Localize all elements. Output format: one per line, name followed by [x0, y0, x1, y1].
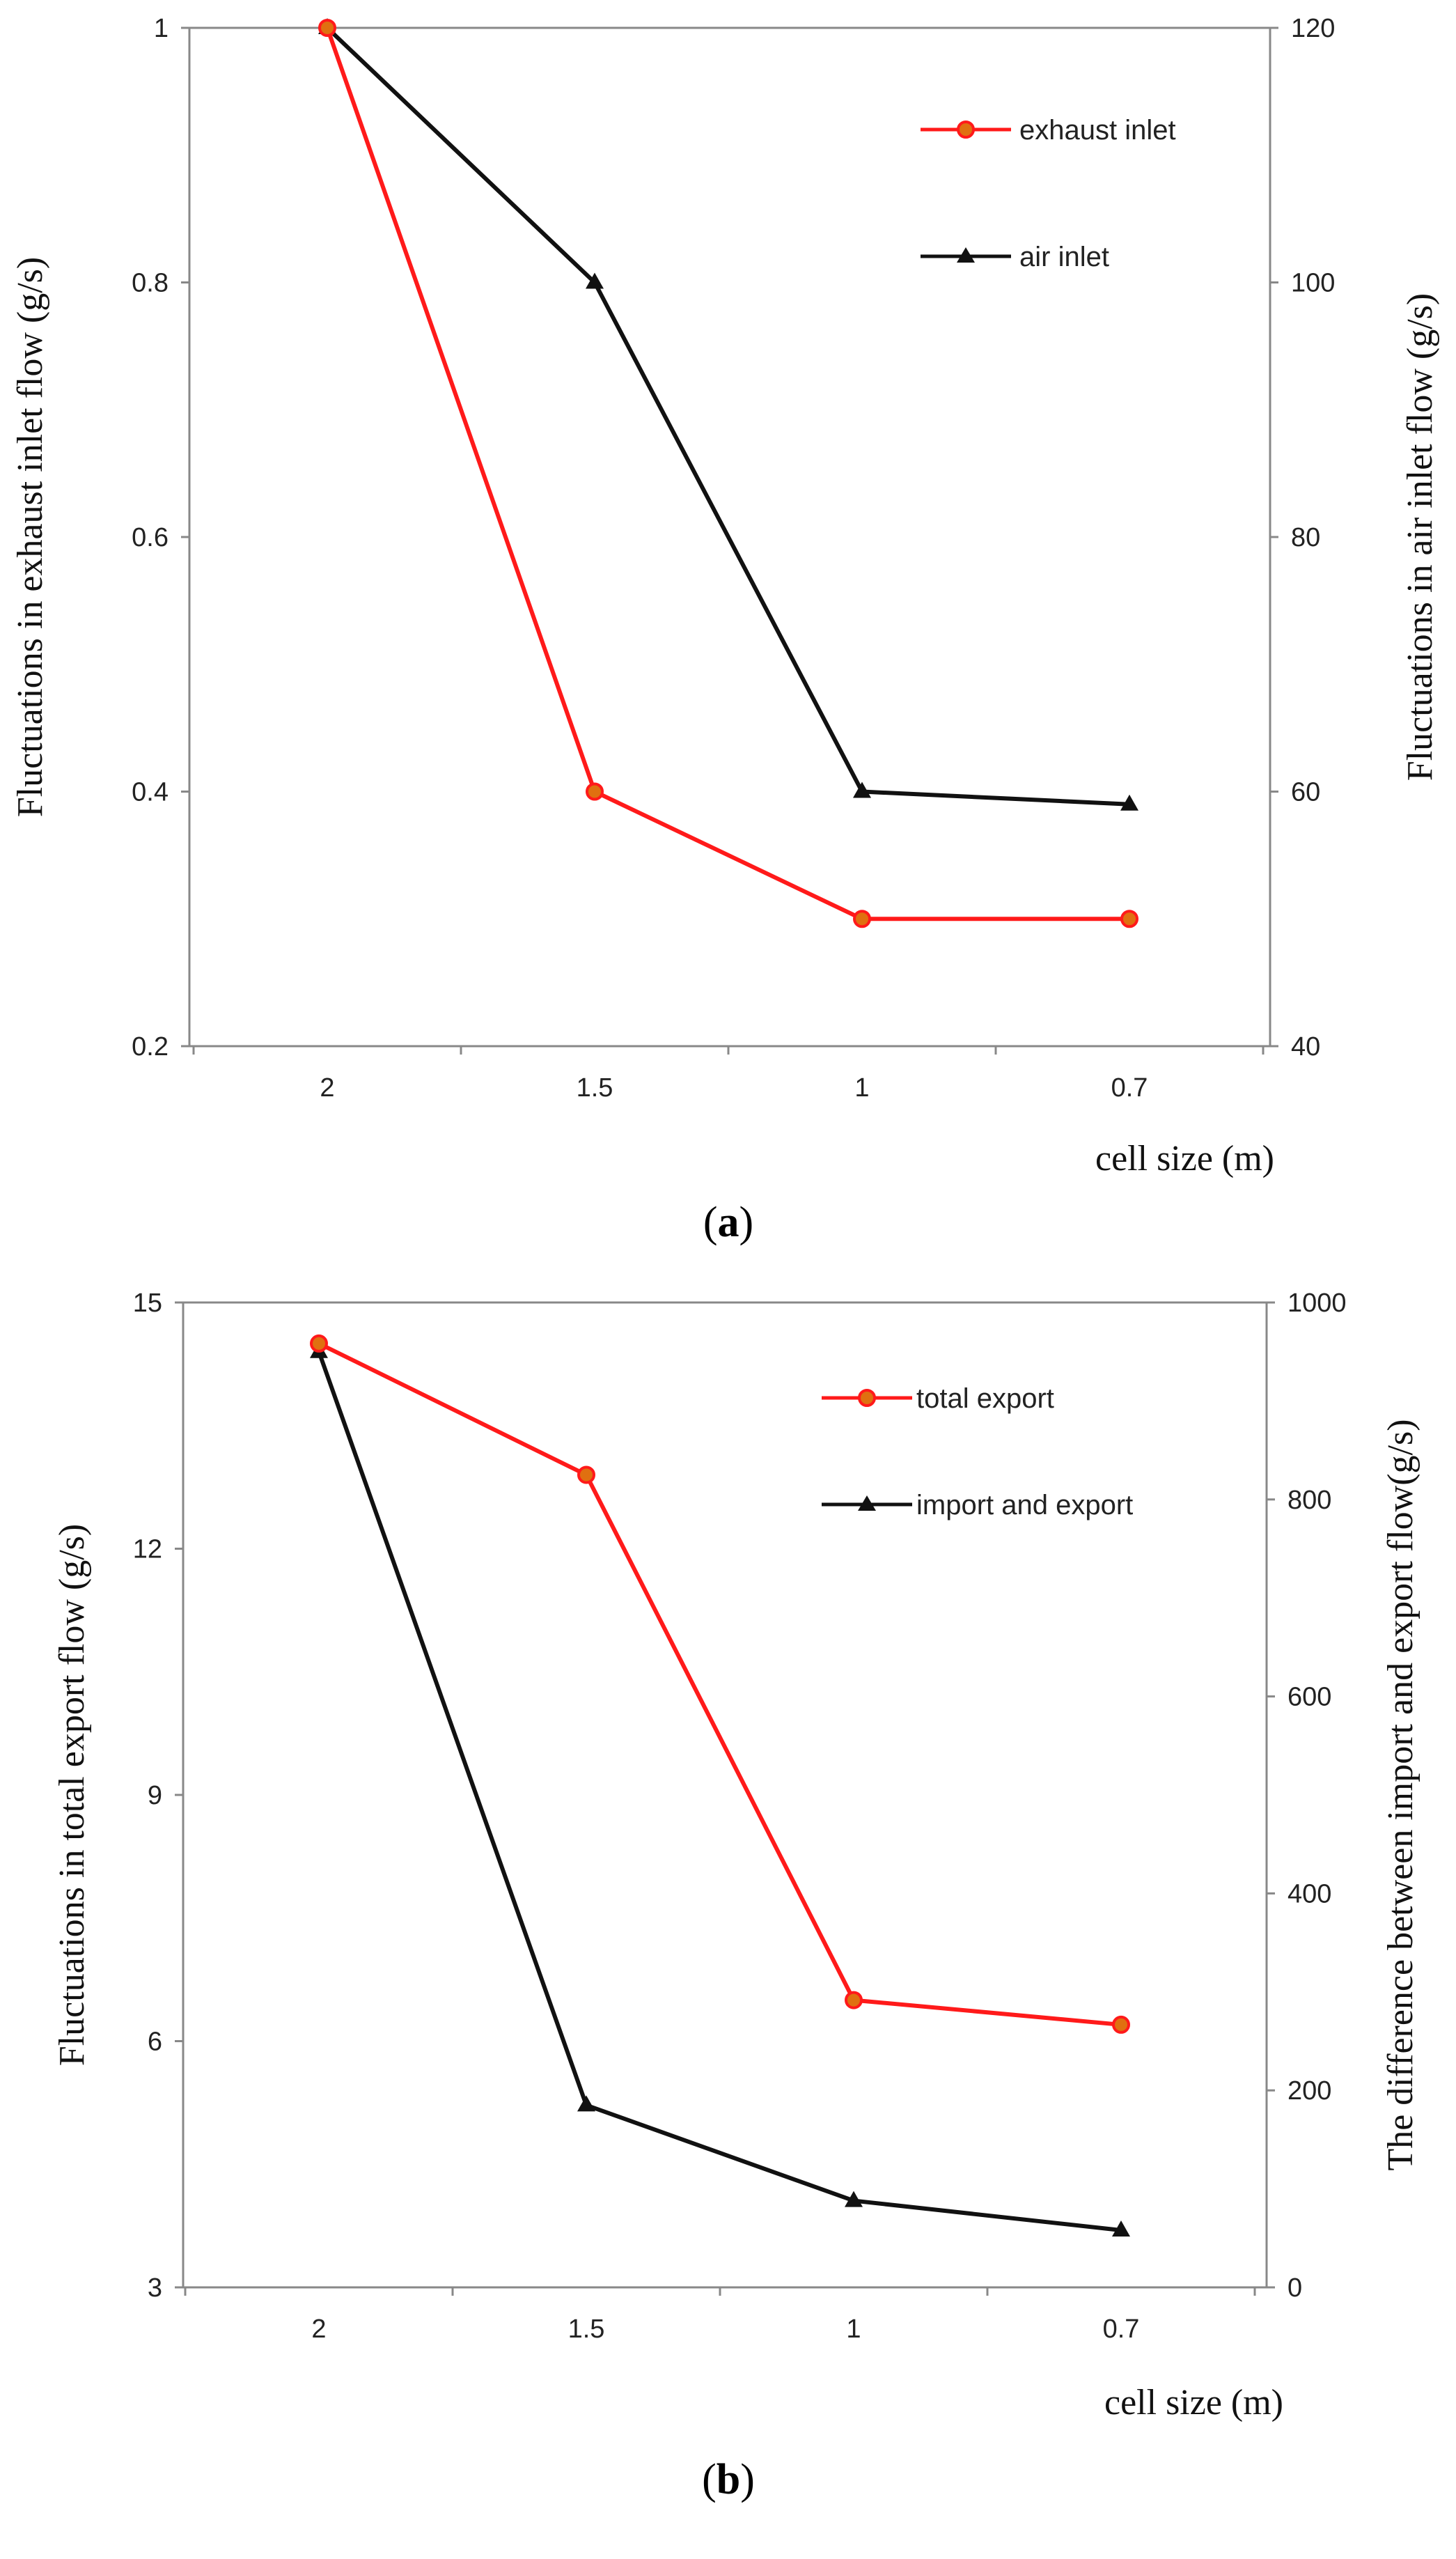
- legend: total export import and export: [822, 1383, 1133, 1520]
- data-point-total-export-3: [1112, 2015, 1130, 2034]
- x-tick-label: 0.7: [1103, 2315, 1140, 2344]
- right-tick-label: 600: [1287, 1683, 1331, 1712]
- legend-marker-total-export: [858, 1389, 876, 1407]
- series-line-total-export: [318, 1341, 1122, 2027]
- left-tick-label: 0.4: [132, 778, 169, 807]
- legend-label-exhaust-inlet: exhaust inlet: [1019, 115, 1176, 146]
- panel-label-b: (b): [702, 2456, 755, 2503]
- left-tick-label: 12: [133, 1535, 162, 1564]
- chart-panel-a: 0.2 0.4 0.6 0.8 1 40 60 80 100 120 2 1.5 1 0.7 exha…: [10, 14, 1440, 1246]
- data-point-exhaust-inlet-3: [1120, 910, 1138, 928]
- series-line-import-and-export: [317, 1351, 1122, 2232]
- right-tick-label: 80: [1291, 523, 1320, 552]
- left-tick-label: 3: [148, 2273, 162, 2303]
- right-tick-label: 0: [1287, 2273, 1302, 2303]
- panel-letter-b: b: [717, 2456, 740, 2503]
- data-point-import-and-export-1: [577, 2095, 595, 2112]
- data-point-air-inlet-1: [586, 272, 604, 289]
- y-axis-title-left: Fluctuations in total export flow (g/s): [52, 1524, 92, 2066]
- data-point-import-and-export-3: [1112, 2220, 1130, 2237]
- left-tick-label: 6: [148, 2028, 162, 2057]
- left-tick-label: 0.8: [132, 269, 169, 298]
- data-point-total-export-0: [310, 1334, 328, 1353]
- data-point-total-export-2: [845, 1991, 863, 2009]
- right-tick-label: 800: [1287, 1486, 1331, 1515]
- x-tick-label: 2: [311, 2315, 326, 2344]
- series-line-air-inlet: [325, 26, 1130, 807]
- chart-panel-b: 3 6 9 12 15 0 200 400 600 800 1000 2 1.5 1 0.7 total…: [52, 1289, 1420, 2503]
- right-tick-label: 40: [1291, 1032, 1320, 1061]
- y-axis-title-left: Fluctuations in exhaust inlet flow (g/s): [10, 257, 50, 817]
- right-tick-label: 400: [1287, 1879, 1331, 1908]
- legend: exhaust inlet air inlet: [921, 115, 1176, 272]
- x-ticks: 2 1.5 1 0.7: [192, 1046, 1265, 1103]
- x-tick-label: 2: [320, 1073, 334, 1103]
- legend-marker-exhaust-inlet: [957, 120, 975, 139]
- x-ticks: 2 1.5 1 0.7: [184, 2287, 1256, 2344]
- data-point-exhaust-inlet-0: [318, 19, 336, 37]
- x-axis-title: cell size (m): [1104, 2383, 1283, 2422]
- left-ticks: 3 6 9 12 15: [133, 1289, 183, 2303]
- left-tick-label: 9: [148, 1781, 162, 1810]
- series-line-exhaust-inlet: [325, 27, 1129, 921]
- x-tick-label: 1.5: [577, 1073, 613, 1103]
- data-point-air-inlet-2: [853, 781, 871, 798]
- right-ticks: 0 200 400 600 800 1000: [1267, 1289, 1347, 2303]
- left-tick-label: 0.2: [132, 1032, 169, 1061]
- right-tick-label: 1000: [1287, 1289, 1347, 1318]
- legend-label-import-and-export: import and export: [916, 1490, 1133, 1520]
- data-point-air-inlet-3: [1120, 794, 1138, 811]
- data-point-total-export-1: [577, 1465, 595, 1484]
- legend-marker-import-and-export: [858, 1495, 876, 1511]
- right-tick-label: 100: [1291, 269, 1335, 298]
- y-axis-title-right: The difference between import and export…: [1381, 1419, 1420, 2170]
- legend-marker-air-inlet: [957, 247, 975, 263]
- legend-label-total-export: total export: [916, 1383, 1054, 1414]
- left-tick-label: 0.6: [132, 523, 169, 552]
- right-tick-label: 60: [1291, 778, 1320, 807]
- series-layer: [318, 18, 1138, 928]
- left-tick-label: 1: [154, 14, 169, 43]
- data-point-exhaust-inlet-1: [586, 782, 604, 801]
- x-tick-label: 1: [846, 2315, 861, 2344]
- x-tick-label: 0.7: [1111, 1073, 1148, 1103]
- panel-letter-a: a: [718, 1199, 739, 1246]
- x-tick-label: 1: [854, 1073, 869, 1103]
- data-point-import-and-export-2: [845, 2191, 863, 2207]
- left-tick-label: 15: [133, 1289, 162, 1318]
- panel-label-a: (a): [703, 1199, 753, 1246]
- y-axis-title-right: Fluctuations in air inlet flow (g/s): [1400, 293, 1440, 781]
- left-ticks: 0.2 0.4 0.6 0.8 1: [132, 14, 189, 1061]
- right-tick-label: 200: [1287, 2076, 1331, 2106]
- right-ticks: 40 60 80 100 120: [1270, 14, 1335, 1061]
- series-layer: [310, 1334, 1130, 2237]
- x-tick-label: 1.5: [568, 2315, 605, 2344]
- right-tick-label: 120: [1291, 14, 1335, 43]
- data-point-exhaust-inlet-2: [853, 910, 871, 928]
- x-axis-title: cell size (m): [1095, 1139, 1274, 1179]
- legend-label-air-inlet: air inlet: [1019, 242, 1109, 272]
